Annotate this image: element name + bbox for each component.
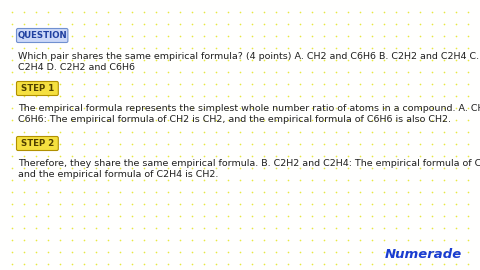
Text: Which pair shares the same empirical formula? (4 points) A. CH2 and C6H6 B. C2H2: Which pair shares the same empirical for… — [18, 52, 480, 61]
FancyBboxPatch shape — [16, 137, 58, 150]
FancyBboxPatch shape — [16, 29, 68, 42]
Text: QUESTION: QUESTION — [17, 31, 67, 40]
Text: C6H6: The empirical formula of CH2 is CH2, and the empirical formula of C6H6 is : C6H6: The empirical formula of CH2 is CH… — [18, 115, 451, 124]
Text: Therefore, they share the same empirical formula. B. C2H2 and C2H4: The empirica: Therefore, they share the same empirical… — [18, 159, 480, 168]
FancyBboxPatch shape — [16, 82, 58, 96]
Text: C2H4 D. C2H2 and C6H6: C2H4 D. C2H2 and C6H6 — [18, 63, 135, 72]
Text: The empirical formula represents the simplest whole number ratio of atoms in a c: The empirical formula represents the sim… — [18, 104, 480, 113]
Text: STEP 1: STEP 1 — [21, 84, 54, 93]
Text: Numerade: Numerade — [385, 248, 462, 261]
Text: and the empirical formula of C2H4 is CH2.: and the empirical formula of C2H4 is CH2… — [18, 170, 218, 179]
Text: STEP 2: STEP 2 — [21, 139, 54, 148]
